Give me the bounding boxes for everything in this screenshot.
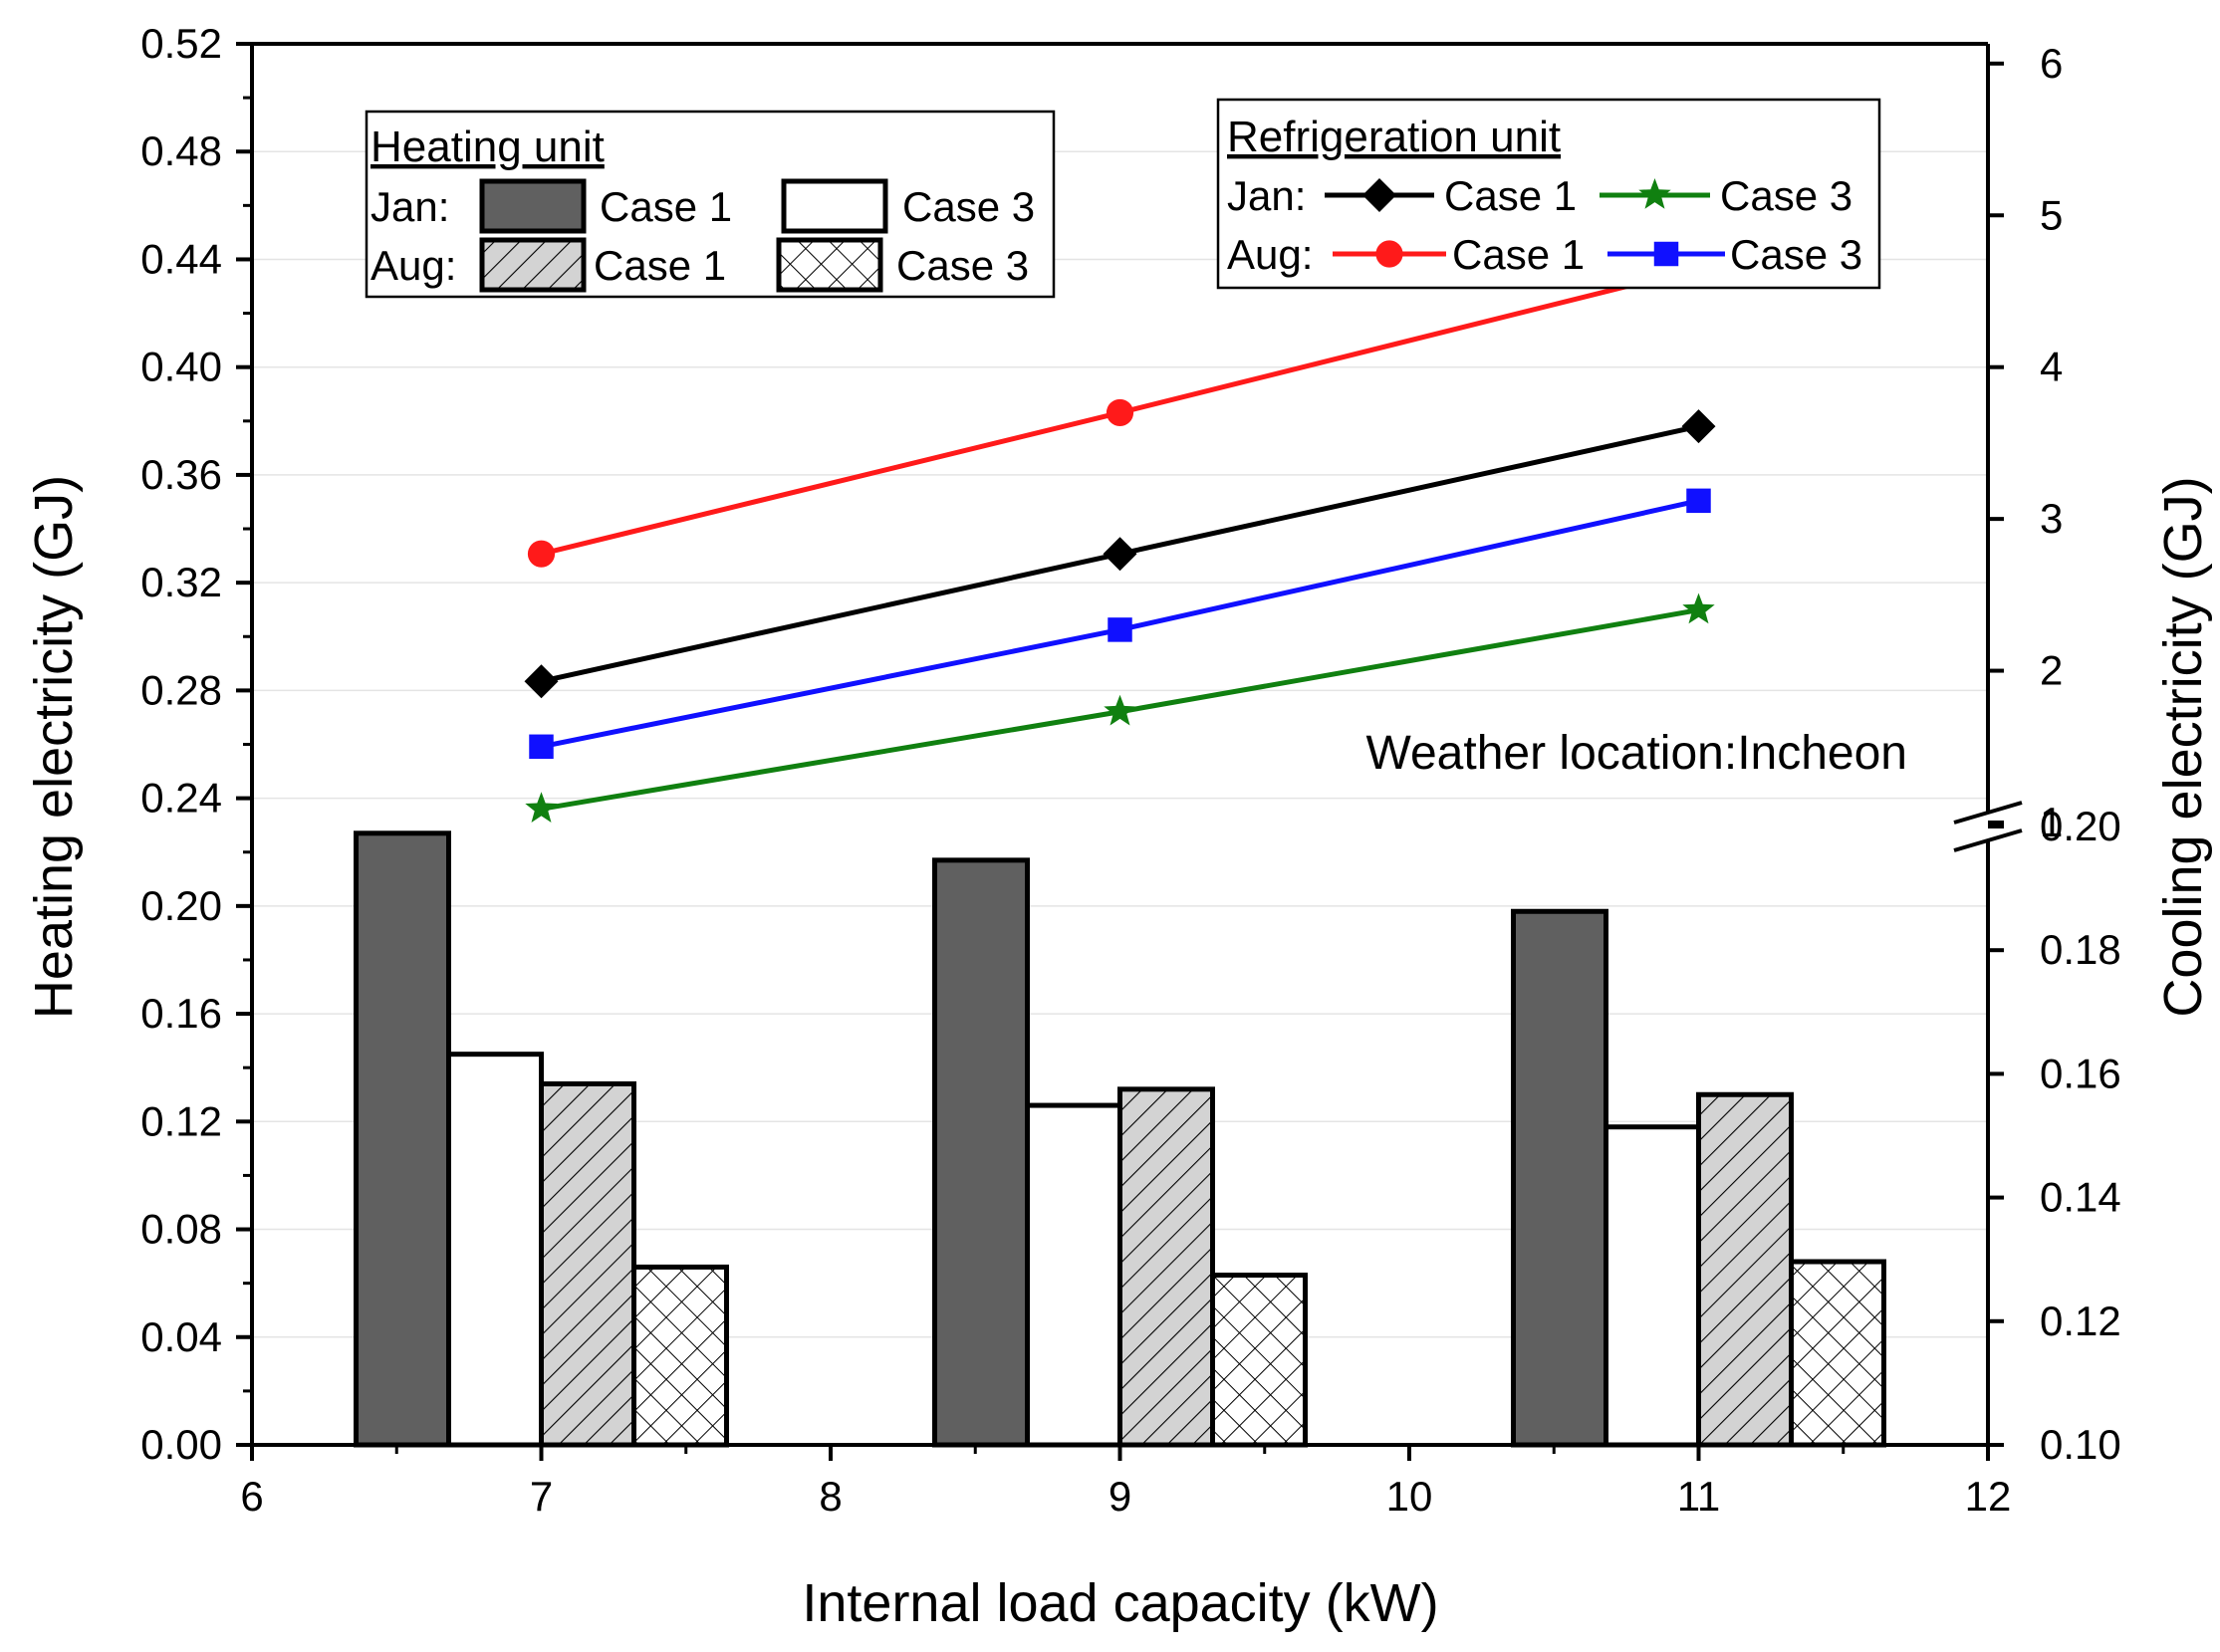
y-left-tick-label: 0.44 [140, 235, 222, 282]
legend-item-label: Case 3 [896, 242, 1029, 289]
legend-item-label: Case 1 [594, 242, 726, 289]
y-left-tick-label: 0.40 [140, 344, 222, 390]
y-left-tick-label: 0.04 [140, 1313, 222, 1360]
legend-refrigeration-unit: Refrigeration unit Jan: Case 1 Case 3 Aug: Ca… [1216, 98, 1881, 290]
legend-month-label: Aug: [1227, 231, 1313, 278]
y-right-tick-label: 0.18 [2040, 926, 2121, 973]
axis-break-mark [1953, 828, 2023, 852]
data-point-star [1104, 694, 1136, 726]
legend-swatch-dark [479, 178, 587, 234]
data-point-diamond [1103, 537, 1137, 572]
y-left-tick-label: 0.52 [140, 20, 222, 67]
data-point-circle [527, 540, 556, 568]
x-tick-label: 6 [240, 1473, 263, 1520]
legend-marker-square [1653, 241, 1679, 267]
x-tick-label: 7 [530, 1473, 553, 1520]
bar-dark [1511, 908, 1608, 1448]
x-axis-label: Internal load capacity (kW) [802, 1573, 1438, 1633]
data-point-square [529, 734, 554, 760]
bar-dark [932, 857, 1030, 1448]
bar-dark [354, 830, 451, 1448]
bar-white [1025, 1102, 1122, 1448]
x-tick-label: 10 [1386, 1473, 1433, 1520]
bar-white [446, 1052, 544, 1448]
y-axis-left-label: Heating electricity (GJ) [24, 475, 84, 1019]
bar-hatched [539, 1080, 636, 1448]
legend-title: Refrigeration unit [1227, 113, 1561, 161]
legend-item-label: Case 1 [600, 183, 732, 230]
legend-item-label: Case 1 [1444, 172, 1577, 219]
y-right-tick-label: 0.16 [2040, 1050, 2121, 1096]
axis-break-mark [1953, 801, 2023, 825]
y-right-tick-label: 0.14 [2040, 1174, 2121, 1221]
legend-item-label: Case 1 [1452, 231, 1585, 278]
y-right-tick-label: 4 [2040, 344, 2063, 390]
bar-hatched [1117, 1086, 1215, 1448]
data-point-star [525, 792, 558, 823]
legend-marker-star [1638, 178, 1671, 209]
legend-marker-circle [1375, 240, 1403, 268]
y-left-tick-label: 0.32 [140, 559, 222, 605]
y-right-tick-label: 6 [2040, 40, 2063, 87]
bars [354, 830, 1886, 1448]
bar-crosshatch [1789, 1259, 1886, 1448]
data-point-square [1108, 617, 1132, 642]
y-left-tick-label: 0.08 [140, 1206, 222, 1253]
data-point-diamond [1681, 409, 1716, 444]
data-point-diamond [524, 664, 559, 699]
x-tick-label: 11 [1677, 1473, 1721, 1520]
bar-crosshatch [1210, 1273, 1308, 1448]
y-left-tick-label: 0.12 [140, 1097, 222, 1144]
y-left-tick-label: 0.20 [140, 882, 222, 929]
legend-item-label: Case 3 [1730, 231, 1862, 278]
legend-item-label: Case 3 [902, 183, 1035, 230]
y-left-tick-label: 0.00 [140, 1421, 222, 1468]
legend-month-label: Jan: [1227, 172, 1306, 219]
y-left-tick-label: 0.24 [140, 775, 222, 822]
data-point-square [1686, 488, 1711, 514]
data-point-circle [1106, 398, 1134, 427]
bar-hatched [1696, 1091, 1794, 1448]
bar-white [1603, 1124, 1701, 1448]
legend-swatch-hatched [479, 237, 587, 293]
y-right-tick-label: 2 [2040, 647, 2063, 694]
y-left-tick-label: 0.28 [140, 666, 222, 713]
legend-month-label: Aug: [370, 242, 456, 289]
y-right-tick-label: 0.20 [2040, 803, 2121, 849]
legend-item-label: Case 3 [1720, 172, 1852, 219]
data-point-star [1682, 592, 1715, 624]
y-right-tick-label: 0.10 [2040, 1421, 2121, 1468]
x-tick-label: 12 [1965, 1473, 2012, 1520]
legend-marker-diamond [1362, 178, 1396, 212]
y-left-tick-label: 0.16 [140, 990, 222, 1037]
x-tick-label: 9 [1109, 1473, 1131, 1520]
bar-crosshatch [631, 1264, 729, 1448]
y-left-tick-label: 0.48 [140, 127, 222, 174]
y-right-tick-label: 3 [2040, 495, 2063, 542]
y-right-tick-label: 0.12 [2040, 1298, 2121, 1344]
legend-month-label: Jan: [370, 183, 449, 230]
y-right-tick-label: 1 [2040, 799, 2063, 845]
y-left-tick-label: 0.36 [140, 451, 222, 498]
x-tick-label: 8 [819, 1473, 842, 1520]
legend-swatch-white [781, 178, 888, 234]
legend-title: Heating unit [370, 122, 605, 171]
legend-swatch-crosshatch [776, 237, 883, 293]
weather-location-note: Weather location:Incheon [1366, 727, 1907, 780]
legend-heating-unit: Heating unit Jan: Case 1 Case 3 Aug: Case 1 Ca… [365, 110, 1056, 299]
line-series [524, 255, 1716, 823]
axes: 6 7 8 9 10 11 120.000.040.080.120.160.200.240.… [140, 20, 2121, 1520]
y-right-tick-label: 5 [2040, 191, 2063, 238]
y-axis-right-label: Cooling electricity (GJ) [2153, 476, 2213, 1017]
